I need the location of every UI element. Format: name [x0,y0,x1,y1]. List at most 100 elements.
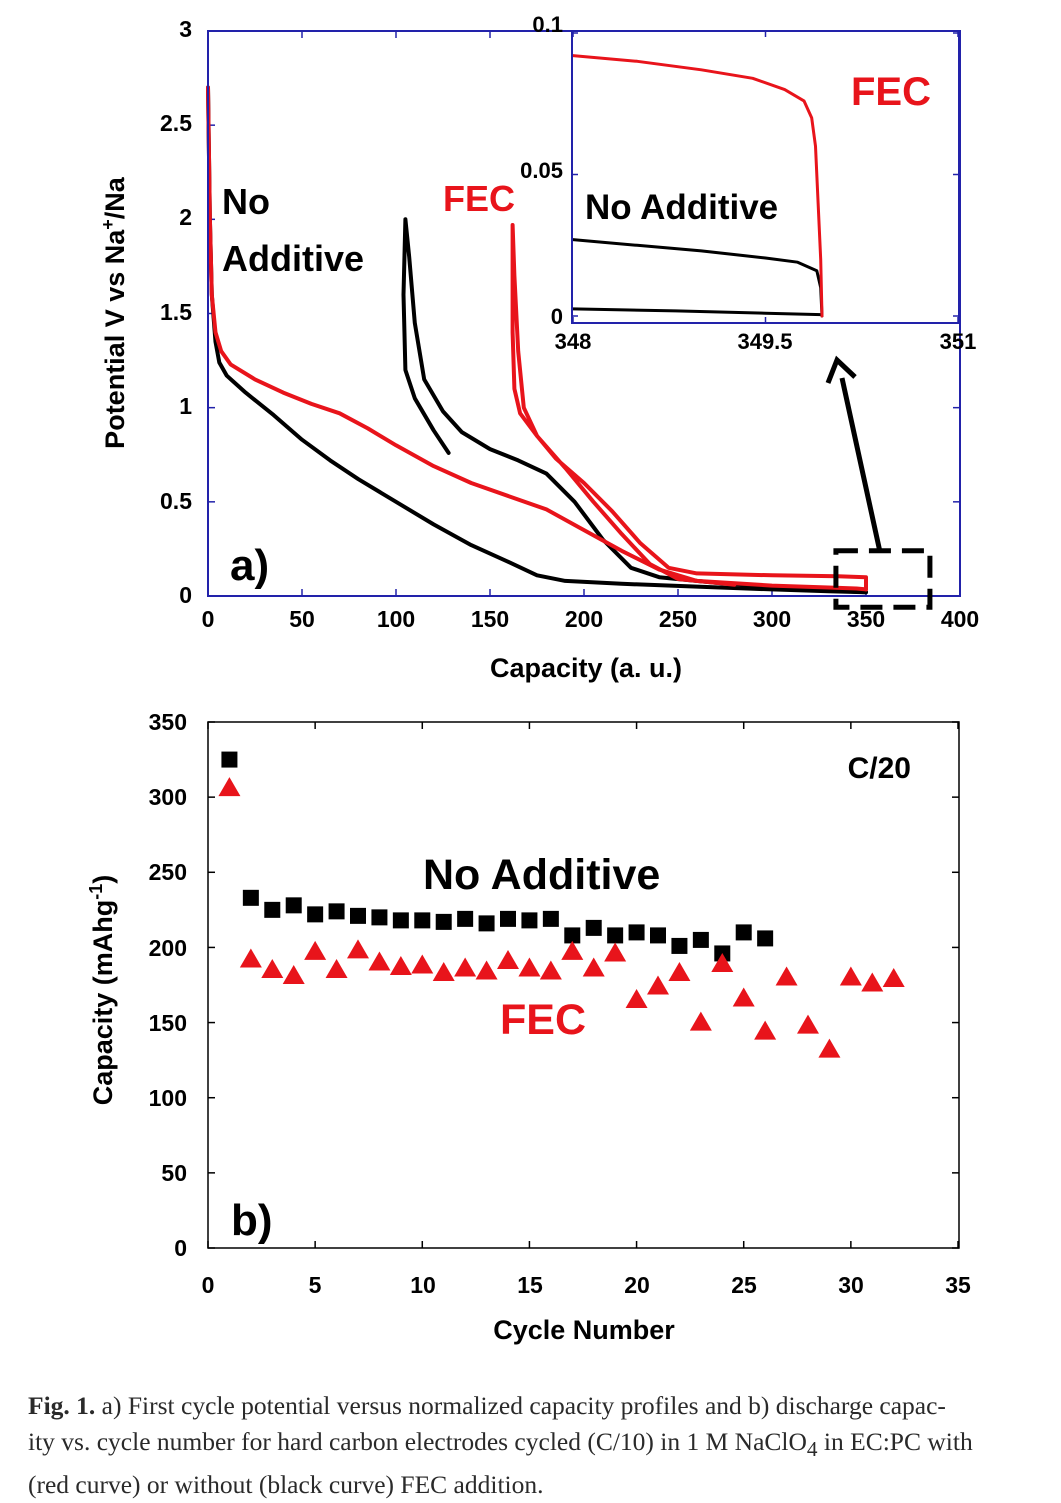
point-no-additive-cycle-16 [542,910,559,927]
main-no-additive-curve-0 [206,85,868,595]
panel-b-points [218,751,905,1058]
point-fec-cycle-2 [239,948,262,968]
point-fec-cycle-25 [732,987,755,1007]
point-fec-cycle-28 [797,1014,819,1034]
b-y-tick-label-2: 100 [149,1085,187,1111]
a-y-tick-label-5: 2.5 [160,110,192,136]
point-fec-cycle-9 [389,955,412,975]
point-no-additive-cycle-18 [585,919,602,936]
b-y-tick-label-1: 50 [161,1160,187,1186]
inset-background [572,31,959,323]
point-no-additive-cycle-8 [371,909,388,926]
point-fec-cycle-4 [282,964,305,984]
a-y-tick-label-3: 1.5 [160,299,192,325]
panel-b-x-axis-title: Cycle Number [493,1315,675,1345]
panel-b-y-axis-title: Capacity (mAhg-1) [86,875,118,1106]
point-no-additive-cycle-4 [285,897,302,914]
point-no-additive-cycle-10 [414,912,431,929]
point-fec-cycle-8 [368,951,391,971]
b-x-tick-label-2: 10 [410,1272,436,1298]
point-fec-cycle-31 [861,972,884,992]
point-fec-cycle-1 [218,777,241,797]
point-no-additive-cycle-21 [650,927,666,944]
a-x-tick-label-0: 0 [202,606,215,632]
a-x-tick-label-1: 50 [289,606,315,632]
caption-line-2-post: in EC:PC with [817,1427,973,1456]
a-x-tick-label-6: 300 [753,606,791,632]
panel-b-x-tick-labels: 0 5 10 15 20 25 30 35 [202,1272,971,1298]
point-fec-cycle-19 [604,942,627,962]
a-annotation-fec: FEC [443,178,515,219]
inset-no-additive-curve-1 [571,307,823,317]
b-y-tick-label-0: 0 [174,1235,187,1261]
point-no-additive-cycle-20 [628,924,645,941]
a-annotation-no-additive-line2: Additive [222,238,364,279]
point-no-additive-cycle-26 [757,930,774,947]
point-fec-cycle-11 [432,961,455,981]
a-y-tick-label-1: 0.5 [160,488,192,514]
point-fec-cycle-12 [454,957,477,977]
point-fec-cycle-14 [497,949,519,969]
caption-line-1: a) First cycle potential versus normaliz… [95,1391,946,1420]
point-no-additive-cycle-19 [607,927,624,944]
point-no-additive-cycle-7 [350,907,366,924]
point-no-additive-cycle-9 [392,912,409,929]
zoom-arrow [825,355,883,553]
a-ylabel-part-1: Potential V vs Na [100,229,130,449]
point-fec-cycle-29 [818,1038,841,1058]
b-x-tick-label-4: 20 [624,1272,650,1298]
point-fec-cycle-20 [625,989,648,1009]
point-fec-cycle-26 [754,1020,777,1040]
inset-curves [571,54,824,318]
point-no-additive-cycle-12 [457,910,474,927]
point-no-additive-cycle-22 [671,937,688,954]
main-fec-curve-1 [510,223,868,592]
b-y-tick-label-5: 250 [149,859,187,885]
point-fec-cycle-10 [411,954,434,974]
a-ylabel-superscript: + [98,219,118,230]
point-fec-cycle-22 [668,961,691,981]
point-fec-cycle-13 [475,960,498,980]
point-fec-cycle-3 [261,958,284,978]
inset-x-tick-label-2: 351 [940,329,977,354]
b-y-tick-label-4: 200 [149,935,187,961]
point-no-additive-cycle-5 [307,906,324,923]
point-no-additive-cycle-15 [521,912,538,929]
b-x-tick-label-6: 30 [838,1272,864,1298]
panel-b-label: b) [231,1196,273,1245]
a-x-tick-label-4: 200 [565,606,603,632]
point-no-additive-cycle-2 [242,889,259,906]
point-no-additive-cycle-6 [328,903,345,920]
point-no-additive-cycle-17 [564,927,581,944]
a-ylabel-part-3: /Na [100,176,130,219]
a-y-tick-label-4: 2 [179,204,192,230]
inset-y-tick-label-0: 0 [551,304,563,329]
panel-a-label: a) [230,541,269,590]
panel-a-y-tick-labels: 0 0.5 1 1.5 2 2.5 3 [160,16,192,608]
point-no-additive-cycle-1 [221,751,238,768]
point-fec-cycle-32 [882,967,905,987]
b-x-tick-label-3: 15 [517,1272,543,1298]
b-ylabel-part-1: Capacity (mAhg [88,900,118,1106]
point-no-additive-cycle-14 [500,910,516,927]
b-y-tick-label-7: 350 [149,709,187,735]
point-fec-cycle-6 [325,958,348,978]
a-x-tick-label-7: 350 [847,606,885,632]
inset-fec-curve-0 [571,54,824,318]
inset-annotation-no-additive: No Additive [585,188,778,227]
b-ylabel-superscript: -1 [86,884,106,900]
b-x-tick-label-5: 25 [731,1272,757,1298]
caption-subscript: 4 [806,1437,818,1462]
panel-a-x-tick-labels: 0 50 100 150 200 250 300 350 400 [202,606,980,632]
b-rate-label: C/20 [848,752,911,785]
b-x-tick-label-0: 0 [202,1272,215,1298]
point-no-additive-cycle-23 [692,931,709,948]
panel-a: 0 0.5 1 1.5 2 2.5 3 0 50 100 150 200 250… [98,12,979,683]
point-fec-cycle-21 [647,975,669,995]
b-annotation-no-additive: No Additive [423,851,660,899]
figure-canvas: 0 0.5 1 1.5 2 2.5 3 0 50 100 150 200 250… [86,12,979,1345]
panel-a-x-axis-title: Capacity (a. u.) [490,653,682,683]
panel-b-y-tick-labels: 0 50 100 150 200 250 300 350 [149,709,187,1261]
point-fec-cycle-24 [711,952,734,972]
b-ylabel-part-3: ) [88,875,118,884]
